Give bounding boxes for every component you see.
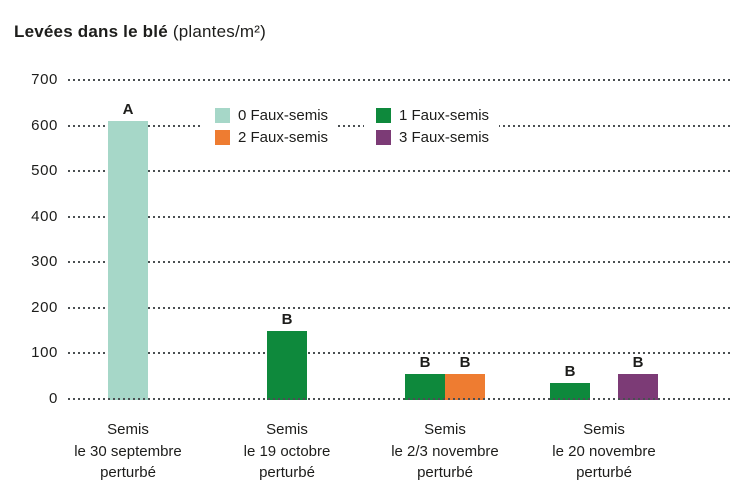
bar xyxy=(618,373,658,400)
y-tick-label: 600 xyxy=(31,116,58,134)
chart-title-main: Levées dans le blé xyxy=(14,22,168,41)
gridline-500 xyxy=(68,170,733,173)
legend-label: 3 Faux-semis xyxy=(399,128,490,146)
x-axis-label-line: le 2/3 novembre xyxy=(391,442,499,460)
legend-item: 2 Faux-semis xyxy=(203,126,339,148)
x-axis-label-line: perturbé xyxy=(100,464,156,481)
legend-swatch xyxy=(376,129,391,145)
gridline-700 xyxy=(68,79,733,81)
bar xyxy=(108,121,148,400)
x-axis-label: Semis le 2/3 novembre perturbé xyxy=(360,419,530,484)
legend-label: 2 Faux-semis xyxy=(238,128,329,146)
x-axis-label-line: Semis xyxy=(266,421,308,438)
bar xyxy=(405,373,445,400)
y-tick-label: 400 xyxy=(31,207,58,225)
y-tick-label: 0 xyxy=(49,390,58,407)
y-tick-label: 700 xyxy=(31,71,58,88)
x-axis-label: Semis le 20 novembre perturbé xyxy=(519,419,689,484)
y-tick-label: 100 xyxy=(31,344,58,362)
x-axis-label-line: Semis xyxy=(107,421,149,438)
legend-label: 1 Faux-semis xyxy=(399,106,490,124)
bar xyxy=(445,373,485,400)
significance-letter: B xyxy=(632,353,644,371)
legend-swatch xyxy=(215,129,230,145)
y-tick-label: 500 xyxy=(31,162,58,180)
x-axis-label-line: Semis xyxy=(583,421,625,438)
gridline-100 xyxy=(68,352,733,355)
x-axis-label-line: perturbé xyxy=(259,464,315,481)
legend-item: 1 Faux-semis xyxy=(364,104,500,126)
bar xyxy=(550,383,590,400)
significance-letter: B xyxy=(419,353,431,371)
gridline-200 xyxy=(68,306,733,309)
legend-label: 0 Faux-semis xyxy=(238,106,329,124)
bar xyxy=(267,330,307,400)
gridline-300 xyxy=(68,261,733,264)
legend-swatch xyxy=(215,107,230,123)
legend-item: 0 Faux-semis xyxy=(203,104,339,126)
significance-letter: B xyxy=(564,363,576,381)
x-axis-label-line: Semis xyxy=(424,421,466,438)
x-axis-label: Semis le 30 septembre perturbé xyxy=(43,419,213,484)
chart-title: Levées dans le blé (plantes/m²) xyxy=(14,22,266,42)
x-axis-label-line: le 19 octobre xyxy=(243,442,331,460)
chart-title-unit: (plantes/m²) xyxy=(172,22,266,41)
gridline-0 xyxy=(68,398,733,400)
y-tick-label: 200 xyxy=(31,298,58,316)
x-axis-label-line: perturbé xyxy=(576,464,632,481)
legend-swatch xyxy=(376,107,391,123)
significance-letter: B xyxy=(459,353,471,371)
legend-item: 3 Faux-semis xyxy=(364,126,500,148)
x-axis-label-line: perturbé xyxy=(417,464,473,481)
y-tick-label: 300 xyxy=(31,253,58,271)
significance-letter: B xyxy=(281,310,293,328)
x-axis-label-line: le 30 septembre xyxy=(74,442,182,460)
significance-letter: A xyxy=(122,101,134,118)
gridline-400 xyxy=(68,215,733,218)
x-axis-label: Semis le 19 octobre perturbé xyxy=(202,419,372,484)
x-axis-label-line: le 20 novembre xyxy=(552,442,656,460)
